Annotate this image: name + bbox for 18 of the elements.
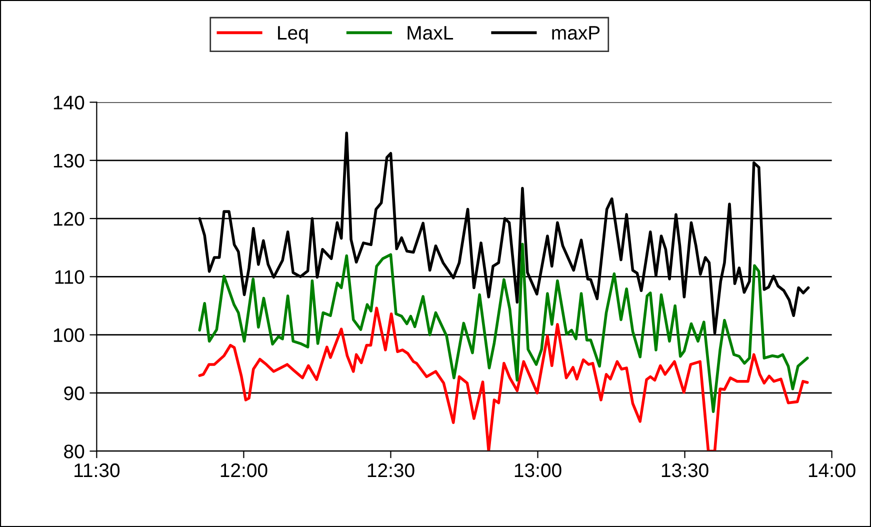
x-tick-label: 14:00 [808,463,856,478]
legend-label: maxP [552,26,600,40]
x-tick-label: 13:30 [662,463,708,478]
y-tick-label: 80 [64,444,84,458]
y-tick-label: 130 [54,154,84,168]
x-tick-label: 13:00 [514,463,562,478]
legend-label: MaxL [408,26,454,40]
y-tick-label: 140 [54,96,84,110]
line-series [198,242,809,413]
y-tick-label: 110 [55,270,84,284]
y-tick-label: 120 [54,212,84,226]
x-tick-label: 11:30 [74,463,120,478]
x-tick-label: 12:00 [220,463,268,478]
line-series [198,306,809,452]
legend-label: Leq [278,26,308,44]
y-tick-label: 90 [64,386,84,400]
x-tick-label: 12:30 [368,463,414,478]
y-tick-label: 100 [54,328,84,342]
